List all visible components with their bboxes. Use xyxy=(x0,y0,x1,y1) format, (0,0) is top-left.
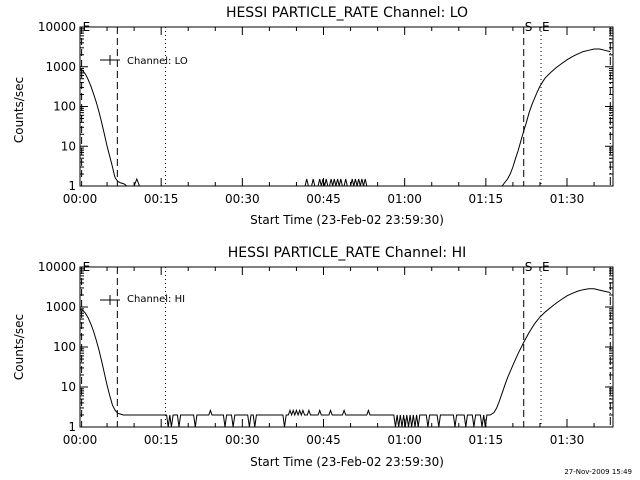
plot-frame xyxy=(79,26,614,187)
x-tick-label: 00:30 xyxy=(225,433,260,447)
event-marker-label: E xyxy=(83,20,91,34)
y-tick-label: 10 xyxy=(61,380,76,394)
x-tick-label: 00:15 xyxy=(144,433,179,447)
y-tick-label: 10 xyxy=(61,139,76,153)
chart-title: HESSI PARTICLE_RATE Channel: LO xyxy=(226,5,468,21)
x-tick-label: 01:15 xyxy=(469,433,504,447)
x-tick-label: 01:30 xyxy=(550,433,585,447)
legend-label: Channel: LO xyxy=(127,56,188,67)
x-tick-label: 01:00 xyxy=(387,433,422,447)
x-tick-label: 00:45 xyxy=(306,192,341,206)
legend-label: Channel: HI xyxy=(127,294,185,305)
x-axis-label: Start Time (23-Feb-02 23:59:30) xyxy=(250,455,444,469)
y-tick-label: 100 xyxy=(53,340,76,354)
y-axis-label: Counts/sec xyxy=(12,314,26,380)
x-tick-label: 00:00 xyxy=(63,433,98,447)
y-tick-label: 10000 xyxy=(38,260,76,274)
timestamp: 27-Nov-2009 15:49 xyxy=(564,468,632,476)
event-marker-label: E xyxy=(542,20,550,34)
chart-title: HESSI PARTICLE_RATE Channel: HI xyxy=(228,245,466,261)
x-tick-label: 00:45 xyxy=(306,433,341,447)
data-series-line xyxy=(80,48,611,186)
x-tick-label: 00:00 xyxy=(63,192,98,206)
y-tick-label: 1000 xyxy=(45,300,76,314)
x-tick-label: 01:15 xyxy=(469,192,504,206)
y-tick-label: 1 xyxy=(68,420,76,434)
y-axis-label: Counts/sec xyxy=(12,77,26,143)
event-marker-label: E xyxy=(542,260,550,274)
y-tick-label: 10000 xyxy=(38,20,76,34)
chart-panel-lo: HESSI PARTICLE_RATE Channel: LO Start Ti… xyxy=(12,5,614,227)
x-axis-label: Start Time (23-Feb-02 23:59:30) xyxy=(250,213,444,227)
event-marker-label: S xyxy=(525,20,533,34)
event-marker-label: E xyxy=(83,260,91,274)
event-marker-label: S xyxy=(525,260,533,274)
plot-frame xyxy=(79,266,614,428)
x-tick-label: 00:15 xyxy=(144,192,179,206)
y-tick-label: 1000 xyxy=(45,60,76,74)
y-tick-label: 100 xyxy=(53,100,76,114)
x-tick-label: 00:30 xyxy=(225,192,260,206)
x-tick-label: 01:30 xyxy=(550,192,585,206)
data-series-line xyxy=(80,288,611,427)
chart-panel-hi: HESSI PARTICLE_RATE Channel: HI Start Ti… xyxy=(12,245,614,469)
x-tick-label: 01:00 xyxy=(387,192,422,206)
y-tick-label: 1 xyxy=(68,179,76,193)
